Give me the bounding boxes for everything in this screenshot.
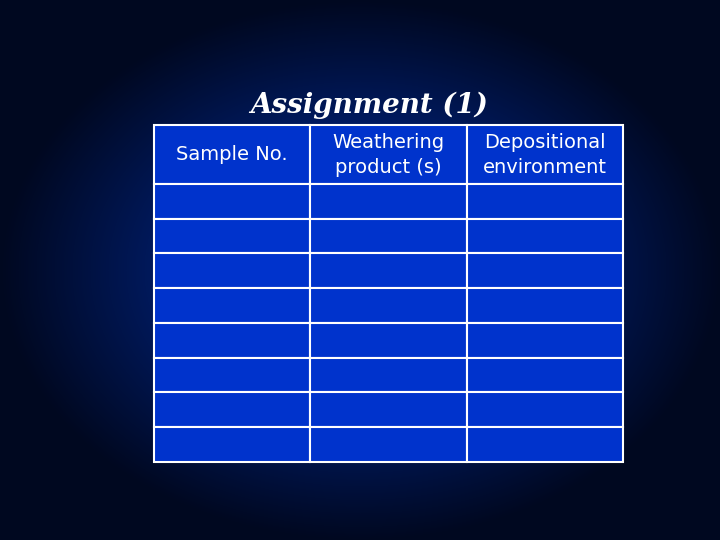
Bar (310, 288, 467, 323)
Bar (310, 393, 467, 427)
Bar (310, 357, 467, 393)
Text: Sample No.: Sample No. (176, 145, 288, 164)
Bar (154, 357, 310, 393)
Bar (310, 125, 467, 184)
Bar (154, 427, 310, 462)
Text: Weathering
product (s): Weathering product (s) (333, 132, 444, 177)
Bar (467, 323, 623, 357)
Bar (467, 219, 623, 253)
Bar (154, 253, 310, 288)
Bar (467, 184, 623, 219)
Bar (154, 288, 310, 323)
Bar (310, 253, 467, 288)
Bar (467, 288, 623, 323)
Bar (467, 125, 623, 184)
Bar (310, 323, 467, 357)
Bar (154, 184, 310, 219)
Text: Depositional
environment: Depositional environment (483, 132, 607, 177)
Bar (467, 427, 623, 462)
Bar (154, 323, 310, 357)
Bar (467, 253, 623, 288)
Bar (154, 125, 310, 184)
Bar (467, 357, 623, 393)
Bar (310, 427, 467, 462)
Bar (310, 184, 467, 219)
Bar (154, 219, 310, 253)
Bar (467, 393, 623, 427)
Bar (154, 393, 310, 427)
Bar (310, 219, 467, 253)
Text: Assignment (1): Assignment (1) (250, 92, 488, 119)
